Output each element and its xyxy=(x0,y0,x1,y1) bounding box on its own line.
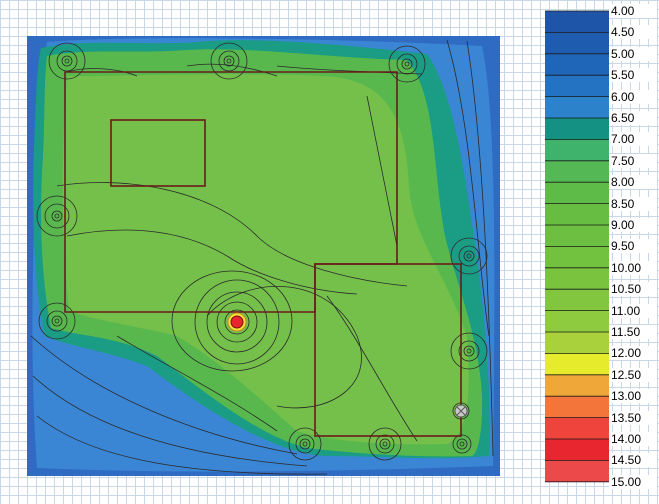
legend-label: 13.00 xyxy=(609,389,657,404)
legend-swatch xyxy=(545,139,609,161)
legend-swatch xyxy=(545,439,609,461)
legend-swatch xyxy=(545,75,609,97)
legend-color-bar xyxy=(545,10,609,483)
legend-label: 11.50 xyxy=(609,325,657,339)
legend-swatch xyxy=(545,460,609,482)
light-fixture-icon xyxy=(51,210,63,222)
legend-label: 8.00 xyxy=(609,175,657,190)
legend-label: 11.00 xyxy=(609,303,657,318)
light-fixture-icon xyxy=(463,345,475,357)
legend-label: 14.50 xyxy=(609,453,657,468)
legend-label: 14.00 xyxy=(609,432,657,446)
legend-swatch xyxy=(545,246,609,268)
legend-swatch xyxy=(545,118,609,140)
legend-swatch xyxy=(545,267,609,290)
light-fixture-icon xyxy=(223,55,235,67)
legend-label: 5.50 xyxy=(609,68,657,83)
legend-label: 10.00 xyxy=(609,260,657,275)
light-fixture-icon xyxy=(299,438,311,450)
contour-band-light xyxy=(62,74,469,445)
legend-label: 6.50 xyxy=(609,111,657,125)
room-outlines xyxy=(64,71,462,437)
legend-label: 8.50 xyxy=(609,196,657,211)
room-right-outline xyxy=(314,263,462,437)
light-fixture-icon xyxy=(456,438,468,450)
legend-swatch xyxy=(545,203,609,225)
legend-label: 6.00 xyxy=(609,89,657,104)
legend-label: 10.50 xyxy=(609,282,657,297)
legend-swatch xyxy=(545,417,609,439)
light-fixture-icon xyxy=(379,438,391,450)
light-fixture-icon xyxy=(401,58,413,70)
legend-swatch xyxy=(545,396,609,418)
legend-swatch xyxy=(545,225,609,247)
legend-swatch xyxy=(545,310,609,332)
legend-swatch xyxy=(545,353,609,375)
legend-label: 4.00 xyxy=(609,4,657,18)
legend-label: 15.00 xyxy=(609,474,657,489)
legend-label: 12.50 xyxy=(609,367,657,382)
legend-swatch xyxy=(545,182,609,204)
legend-swatch xyxy=(545,332,609,354)
legend-swatch xyxy=(545,53,609,76)
light-fixtures xyxy=(51,55,475,450)
light-fixture-icon xyxy=(463,250,475,262)
light-fixture-icon xyxy=(51,315,63,327)
contour-lines xyxy=(30,39,494,475)
legend-label: 4.50 xyxy=(609,25,657,40)
legend-label: 7.00 xyxy=(609,132,657,147)
legend-label: 13.50 xyxy=(609,410,657,425)
hotspot-icon xyxy=(227,312,247,332)
room-small-outline xyxy=(110,119,206,187)
legend-swatch xyxy=(545,374,609,397)
legend-swatch xyxy=(545,289,609,311)
legend-label: 12.00 xyxy=(609,346,657,361)
legend-label: 9.00 xyxy=(609,218,657,232)
legend-label: 9.50 xyxy=(609,239,657,254)
legend-swatch xyxy=(545,11,609,33)
sensor-icon xyxy=(454,404,468,418)
legend-label: 7.50 xyxy=(609,153,657,168)
legend-swatch xyxy=(545,32,609,54)
legend-swatch xyxy=(545,96,609,118)
light-fixture-icon xyxy=(61,55,73,67)
contour-map xyxy=(27,36,500,476)
legend-label: 5.00 xyxy=(609,46,657,61)
legend-swatch xyxy=(545,160,609,183)
